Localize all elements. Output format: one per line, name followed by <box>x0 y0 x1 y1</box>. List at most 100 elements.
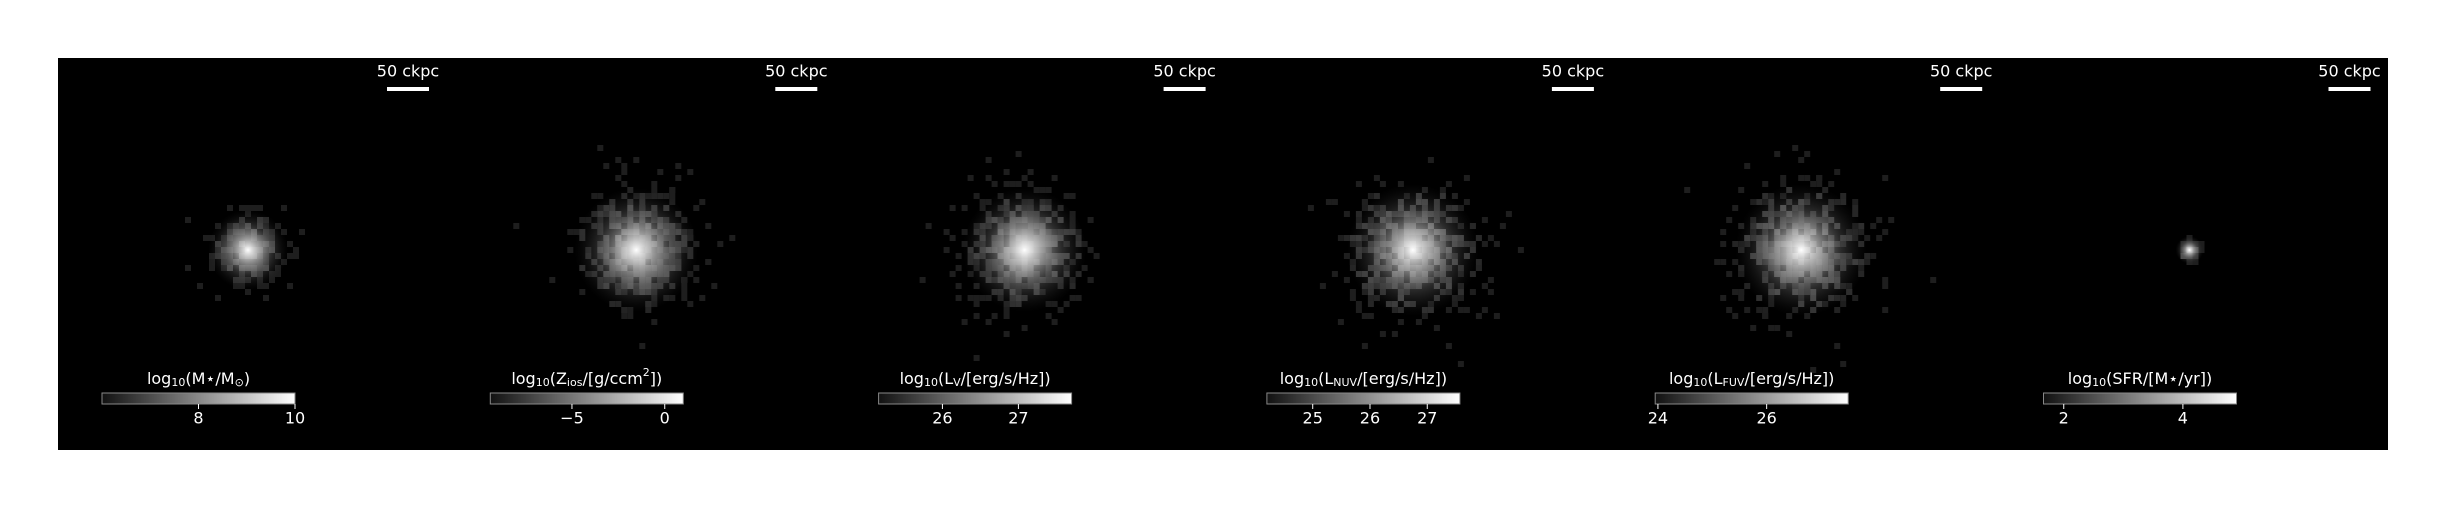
label-part: (Z <box>550 369 567 388</box>
colorbar-label: log10(M⋆/M⊙) <box>147 369 250 390</box>
pixel <box>1487 235 1494 241</box>
pixel <box>1726 307 1733 313</box>
pixel <box>251 205 257 211</box>
galaxy-core <box>574 188 699 312</box>
pixel <box>567 247 574 253</box>
pixel <box>1361 313 1368 319</box>
pixel <box>597 145 604 151</box>
pixel <box>1355 301 1362 307</box>
pixel <box>1750 325 1757 331</box>
pixel <box>1732 289 1739 295</box>
pixel <box>1870 223 1877 229</box>
colorbar-label: log10(Zios/[g/ccm2]) <box>511 366 662 389</box>
pixel <box>639 343 646 349</box>
pixel <box>1081 265 1088 271</box>
pixel <box>967 175 974 181</box>
pixel <box>711 283 718 289</box>
colorbar-tick-label: 8 <box>193 409 203 428</box>
pixel <box>1864 235 1871 241</box>
pixel <box>687 301 694 307</box>
pixel <box>955 295 962 301</box>
pixel <box>675 175 682 181</box>
pixel <box>567 229 574 235</box>
pixel <box>1864 253 1871 259</box>
pixel <box>1445 343 1452 349</box>
pixel <box>687 169 694 175</box>
pixel <box>293 253 299 259</box>
pixel <box>729 235 736 241</box>
pixel <box>1493 241 1500 247</box>
colorbar-tick-label: 26 <box>1360 409 1380 428</box>
pixel <box>973 313 980 319</box>
pixel <box>1093 253 1100 259</box>
pixel <box>633 157 640 163</box>
pixel <box>1930 277 1937 283</box>
pixel <box>991 313 998 319</box>
label-part: /[erg/s/Hz]) <box>1744 369 1834 388</box>
pixel <box>1714 259 1721 265</box>
pixel <box>699 295 706 301</box>
pixel <box>1319 283 1326 289</box>
pixel <box>1021 175 1028 181</box>
galaxy-core <box>1735 184 1868 316</box>
pixel <box>185 265 191 271</box>
pixel <box>1888 217 1895 223</box>
label-part: /[erg/s/Hz]) <box>1357 369 1447 388</box>
pixel <box>1720 295 1727 301</box>
scalebar-label: 50 ckpc <box>377 62 439 81</box>
pixel <box>287 241 293 247</box>
pixel <box>1876 235 1883 241</box>
pixel <box>1457 361 1464 367</box>
pixel <box>1475 313 1482 319</box>
pixel <box>1840 361 1847 367</box>
pixel <box>651 319 658 325</box>
label-part: NUV <box>1333 376 1357 389</box>
pixel <box>705 223 712 229</box>
pixel <box>961 229 968 235</box>
scalebar <box>775 87 818 91</box>
pixel <box>549 277 556 283</box>
pixel <box>943 229 950 235</box>
pixel <box>699 199 706 205</box>
pixel <box>1457 307 1464 313</box>
pixel <box>1087 217 1094 223</box>
pixel <box>1331 199 1338 205</box>
label-part: 10 <box>536 376 550 389</box>
pixel <box>973 301 980 307</box>
pixel <box>1069 295 1076 301</box>
pixel <box>1834 343 1841 349</box>
pixel <box>1421 313 1428 319</box>
colorbar <box>1654 392 1849 405</box>
pixel <box>1003 307 1010 313</box>
image-area <box>58 58 2388 450</box>
colorbar-tick-label: 4 <box>2178 409 2188 428</box>
pixel <box>1027 181 1034 187</box>
pixel <box>1463 307 1470 313</box>
pixel <box>621 181 628 187</box>
pixel <box>1852 295 1859 301</box>
label-part: 10 <box>171 376 185 389</box>
pixel <box>1021 325 1028 331</box>
pixel <box>1792 145 1799 151</box>
label-part: 10 <box>924 376 938 389</box>
scalebar <box>1163 87 1206 91</box>
label-part: log <box>2068 369 2092 388</box>
pixel <box>621 163 628 169</box>
pixel <box>1864 259 1871 265</box>
pixel <box>1003 313 1010 319</box>
label-part: 2 <box>643 366 650 379</box>
pixel <box>1816 175 1823 181</box>
pixel <box>1720 259 1727 265</box>
pixel <box>185 217 191 223</box>
pixel <box>245 289 251 295</box>
label-part: 10 <box>2092 376 2106 389</box>
pixel <box>1063 301 1070 307</box>
pixel <box>1780 175 1787 181</box>
label-part: FUV <box>1723 376 1745 389</box>
pixel <box>949 271 956 277</box>
colorbar-tick-label: 10 <box>285 409 305 428</box>
label-part: (L <box>1707 369 1722 388</box>
pixel <box>627 313 634 319</box>
pixel <box>675 163 682 169</box>
pixel <box>1475 235 1482 241</box>
